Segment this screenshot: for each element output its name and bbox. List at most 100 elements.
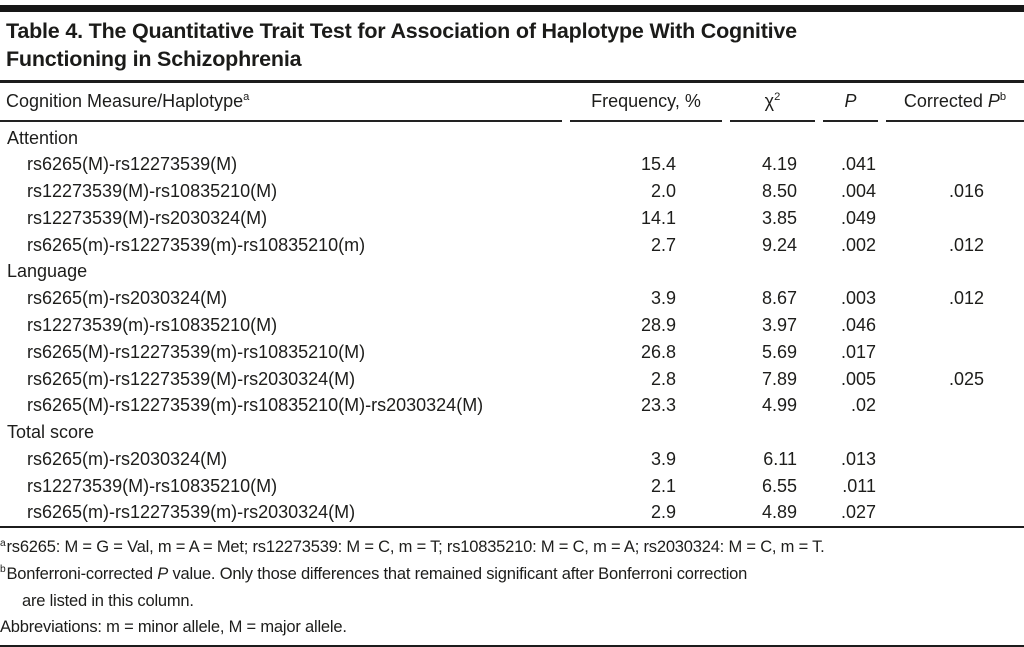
chi2-cell: 8.67 bbox=[761, 288, 797, 309]
haplotype-cell: rs6265(m)-rs12273539(m)-rs2030324(M) bbox=[27, 502, 356, 523]
table-body: Attention rs6265(M)-rs12273539(M) 15.4 4.19… bbox=[0, 122, 1024, 526]
haplotype-cell: rs6265(M)-rs12273539(M) bbox=[27, 154, 238, 175]
frequency-cell: 23.3 bbox=[640, 395, 676, 416]
title-rule bbox=[0, 80, 1024, 83]
footnotes: ars6265: M = G = Val, m = A = Met; rs122… bbox=[0, 528, 1024, 640]
corrected-p-cell bbox=[886, 312, 1024, 339]
chi2-cell: 3.97 bbox=[761, 314, 797, 335]
header-cognition-measure: Cognition Measure/Haplotypea bbox=[0, 83, 562, 122]
chi2-cell: 4.89 bbox=[761, 502, 797, 523]
chi2-cell: 4.99 bbox=[761, 395, 797, 416]
footnote-a-text: rs6265: M = G = Val, m = A = Met; rs1227… bbox=[6, 538, 825, 557]
haplotype-cell: rs6265(m)-rs2030324(M) bbox=[27, 288, 228, 309]
paper-table-page: Table 4. The Quantitative Trait Test for… bbox=[0, 5, 1024, 647]
p-cell: .002 bbox=[840, 234, 876, 255]
frequency-cell: 15.4 bbox=[640, 154, 676, 175]
top-rule bbox=[0, 5, 1024, 12]
p-cell: .017 bbox=[840, 341, 876, 362]
p-cell: .046 bbox=[840, 314, 876, 335]
corrected-p-cell: .012 bbox=[948, 288, 984, 309]
p-cell: .013 bbox=[840, 448, 876, 469]
haplotype-row: rs12273539(M)-rs10835210(M) 2.1 6.55 .011 bbox=[0, 472, 1024, 499]
frequency-cell: 3.9 bbox=[650, 448, 676, 469]
p-cell: .02 bbox=[850, 395, 876, 416]
table-title-line2: Functioning in Schizophrenia bbox=[6, 47, 302, 71]
corrected-p-cell bbox=[886, 204, 1024, 231]
footnote-b: bBonferroni-corrected P value. Only thos… bbox=[0, 561, 1020, 614]
section-label: Total score bbox=[7, 422, 95, 443]
footnote-b-line1: value. Only those differences that remai… bbox=[168, 564, 748, 583]
header-p-value: P bbox=[823, 83, 878, 122]
section-label: Attention bbox=[7, 127, 79, 148]
chi2-cell: 5.69 bbox=[761, 341, 797, 362]
header-frequency-label: Frequency, % bbox=[591, 90, 701, 111]
table-title: Table 4. The Quantitative Trait Test for… bbox=[0, 12, 1024, 80]
haplotype-row: rs6265(m)-rs12273539(m)-rs10835210(m) 2.7… bbox=[0, 231, 1024, 258]
haplotype-cell: rs6265(m)-rs12273539(M)-rs2030324(M) bbox=[27, 368, 356, 389]
table-bottom-rule bbox=[0, 525, 1024, 529]
corrected-p-cell: .025 bbox=[948, 368, 984, 389]
p-cell: .005 bbox=[840, 368, 876, 389]
section-row: Language bbox=[0, 258, 1024, 285]
haplotype-cell: rs12273539(M)-rs10835210(M) bbox=[27, 181, 278, 202]
header-cognition-measure-label: Cognition Measure/Haplotype bbox=[6, 90, 244, 111]
haplotype-cell: rs6265(m)-rs2030324(M) bbox=[27, 448, 228, 469]
haplotype-cell: rs6265(M)-rs12273539(m)-rs10835210(M) bbox=[27, 341, 366, 362]
corrected-p-cell bbox=[886, 338, 1024, 365]
haplotype-row: rs6265(m)-rs2030324(M) 3.9 8.67 .003 .012 bbox=[0, 285, 1024, 312]
frequency-cell: 2.1 bbox=[650, 475, 676, 496]
corrected-p-cell bbox=[886, 392, 1024, 419]
frequency-cell: 2.8 bbox=[650, 368, 676, 389]
header-corrected-p-italic: P bbox=[987, 90, 1000, 111]
footnote-b-marker: b bbox=[0, 564, 6, 576]
chi2-cell: 8.50 bbox=[761, 181, 797, 202]
haplotype-row: rs6265(M)-rs12273539(M) 15.4 4.19 .041 bbox=[0, 151, 1024, 178]
haplotype-row: rs12273539(m)-rs10835210(M) 28.9 3.97 .046 bbox=[0, 312, 1024, 339]
footnote-b-italic-p: P bbox=[157, 564, 169, 583]
section-row: Attention bbox=[0, 122, 1024, 151]
chi2-cell: 9.24 bbox=[761, 234, 797, 255]
haplotype-cell: rs12273539(M)-rs2030324(M) bbox=[27, 207, 268, 228]
haplotype-row: rs6265(m)-rs12273539(M)-rs2030324(M) 2.8 7… bbox=[0, 365, 1024, 392]
haplotype-row: rs12273539(M)-rs10835210(M) 2.0 8.50 .004 .0… bbox=[0, 178, 1024, 205]
p-cell: .003 bbox=[840, 288, 876, 309]
chi2-cell: 7.89 bbox=[761, 368, 797, 389]
footnote-b-line2: are listed in this column. bbox=[22, 591, 194, 610]
section-row: Total score bbox=[0, 419, 1024, 446]
abbreviations-note: Abbreviations: m = minor allele, M = maj… bbox=[0, 618, 347, 637]
haplotype-cell: rs6265(M)-rs12273539(m)-rs10835210(M)-rs… bbox=[27, 395, 484, 416]
frequency-cell: 28.9 bbox=[640, 314, 676, 335]
p-cell: .011 bbox=[842, 475, 876, 496]
section-label: Language bbox=[7, 261, 88, 282]
header-corrected-prefix: Corrected bbox=[903, 90, 988, 111]
corrected-p-cell: .016 bbox=[948, 181, 984, 202]
chi2-cell: 6.11 bbox=[763, 448, 797, 469]
chi2-cell: 4.19 bbox=[761, 154, 797, 175]
corrected-p-cell: .012 bbox=[948, 234, 984, 255]
frequency-cell: 26.8 bbox=[640, 341, 676, 362]
haplotype-cell: rs6265(m)-rs12273539(m)-rs10835210(m) bbox=[27, 234, 366, 255]
chi2-cell: 6.55 bbox=[761, 475, 797, 496]
haplotype-cell: rs12273539(m)-rs10835210(M) bbox=[27, 314, 278, 335]
corrected-p-cell bbox=[886, 151, 1024, 178]
header-chi-sup: 2 bbox=[774, 90, 781, 103]
p-cell: .004 bbox=[840, 181, 876, 202]
frequency-cell: 14.1 bbox=[640, 207, 676, 228]
header-cognition-measure-sup: a bbox=[243, 90, 250, 103]
corrected-p-cell bbox=[886, 499, 1024, 526]
p-cell: .027 bbox=[840, 502, 876, 523]
footnote-a-marker: a bbox=[0, 537, 6, 549]
header-corrected-p-sup: b bbox=[999, 90, 1007, 103]
header-chi-square: χ2 bbox=[730, 83, 815, 122]
p-cell: .049 bbox=[840, 207, 876, 228]
table-title-line1: Table 4. The Quantitative Trait Test for… bbox=[6, 19, 797, 43]
chi2-cell: 3.85 bbox=[761, 207, 797, 228]
haplotype-cell: rs12273539(M)-rs10835210(M) bbox=[27, 475, 278, 496]
haplotype-row: rs6265(m)-rs12273539(m)-rs2030324(M) 2.9 4… bbox=[0, 499, 1024, 526]
corrected-p-cell bbox=[886, 472, 1024, 499]
frequency-cell: 2.9 bbox=[650, 502, 676, 523]
table-header: Cognition Measure/Haplotypea Frequency, … bbox=[0, 83, 1024, 122]
header-chi-label: χ bbox=[764, 90, 775, 111]
header-frequency: Frequency, % bbox=[570, 83, 722, 122]
header-row: Cognition Measure/Haplotypea Frequency, … bbox=[0, 83, 1024, 122]
